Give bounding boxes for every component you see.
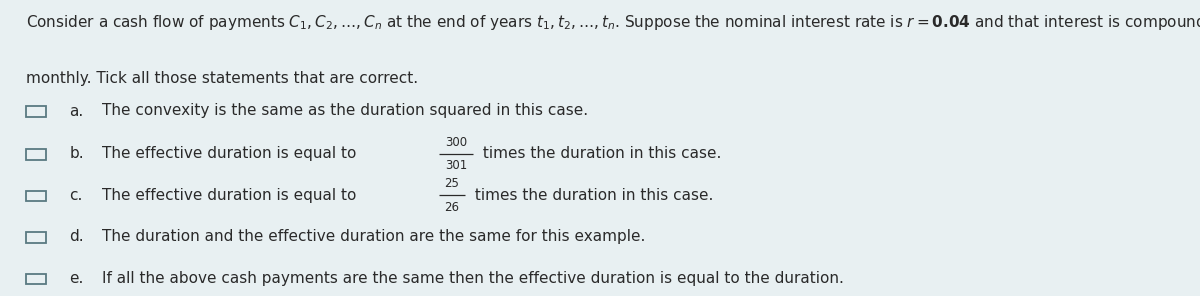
Text: e.: e.: [70, 271, 84, 286]
Text: The convexity is the same as the duration squared in this case.: The convexity is the same as the duratio…: [102, 104, 588, 118]
Text: Consider a cash flow of payments $C_1, C_2, \ldots, C_n$ at the end of years $t_: Consider a cash flow of payments $C_1, C…: [26, 13, 1200, 32]
Text: monthly. Tick all those statements that are correct.: monthly. Tick all those statements that …: [26, 71, 419, 86]
Bar: [26, 274, 46, 284]
Text: The duration and the effective duration are the same for this example.: The duration and the effective duration …: [102, 229, 646, 244]
Text: c.: c.: [70, 188, 83, 203]
Text: 26: 26: [444, 201, 460, 214]
Text: a.: a.: [70, 104, 84, 118]
Text: b.: b.: [70, 147, 84, 161]
Text: d.: d.: [70, 229, 84, 244]
Text: The effective duration is equal to: The effective duration is equal to: [102, 188, 361, 203]
Bar: [26, 149, 46, 160]
Bar: [26, 106, 46, 117]
Bar: [26, 232, 46, 243]
Text: 300: 300: [445, 136, 467, 149]
Bar: [26, 191, 46, 201]
Text: times the duration in this case.: times the duration in this case.: [469, 188, 713, 203]
Text: The effective duration is equal to: The effective duration is equal to: [102, 147, 361, 161]
Text: If all the above cash payments are the same then the effective duration is equal: If all the above cash payments are the s…: [102, 271, 844, 286]
Text: times the duration in this case.: times the duration in this case.: [478, 147, 721, 161]
Text: 301: 301: [445, 159, 467, 172]
Text: 25: 25: [444, 177, 460, 190]
